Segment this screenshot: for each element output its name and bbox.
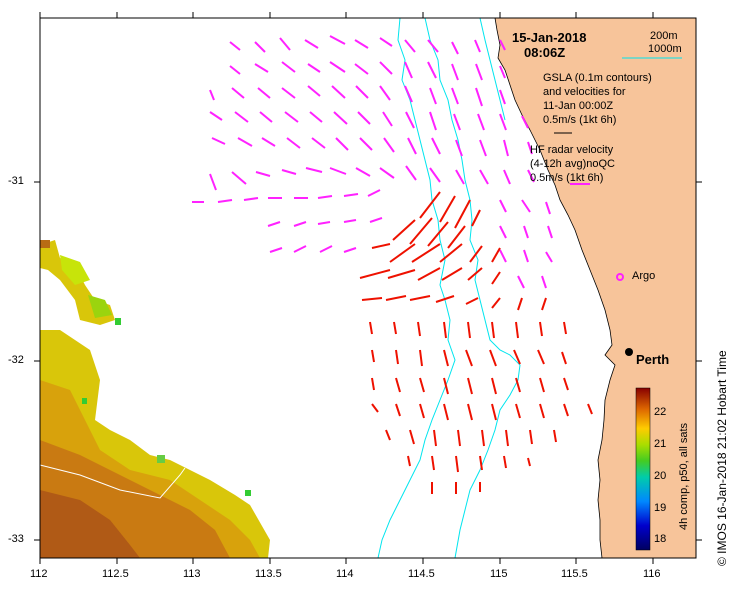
hf-radar-vectors <box>192 35 553 289</box>
x-tick-label: 115 <box>490 568 508 580</box>
map-date: 15-Jan-2018 <box>512 30 587 45</box>
gsla-legend-line3: 11-Jan 00:00Z <box>543 100 614 112</box>
contour-label-a: 200m <box>650 30 678 42</box>
colorbar-tick: 22 <box>654 406 667 418</box>
x-tick-label: 113 <box>183 568 201 580</box>
credit-text: © IMOS 16-Jan-2018 21:02 Hobart Time <box>715 350 729 566</box>
contour-label-b: 1000m <box>648 43 682 55</box>
gsla-legend-line2: and velocities for <box>543 86 626 98</box>
x-tick-label: 114.5 <box>408 568 435 580</box>
gsla-vectors <box>359 191 593 494</box>
plot-frame <box>39 17 697 559</box>
y-tick-label: -33 <box>8 533 24 545</box>
colorbar-tick: 19 <box>654 502 667 514</box>
x-tick-label: 112 <box>30 568 48 580</box>
colorbar-tick: 21 <box>654 438 667 450</box>
colorbar-tick: 20 <box>654 470 667 482</box>
gsla-scale: 0.5m/s (1kt 6h) <box>543 114 617 126</box>
hf-legend-line1: HF radar velocity <box>530 144 614 156</box>
sst-patch <box>39 240 270 558</box>
colorbar <box>635 387 651 551</box>
city-label: Perth <box>636 352 670 367</box>
colorbar-tick: 18 <box>654 533 667 545</box>
x-tick-label: 113.5 <box>255 568 282 580</box>
x-tick-label: 116 <box>643 568 661 580</box>
hf-legend-line2: (4-12h avg)noQC <box>530 158 615 170</box>
bathymetry-contours <box>377 17 521 559</box>
argo-label: Argo <box>632 270 656 282</box>
x-tick-label: 112.5 <box>102 568 129 580</box>
y-tick-label: -32 <box>8 354 24 366</box>
tick-marks <box>34 12 702 564</box>
gsla-legend-line1: GSLA (0.1m contours) <box>543 72 652 84</box>
x-tick-label: 114 <box>336 568 354 580</box>
x-tick-label: 115.5 <box>561 568 588 580</box>
map-time: 08:06Z <box>524 45 566 60</box>
hf-scale: 0.5m/s (1kt 6h) <box>530 172 604 184</box>
colorbar-title: 4h comp, p50, all sats <box>678 422 690 530</box>
city-marker <box>625 348 633 356</box>
argo-marker <box>616 273 624 281</box>
y-tick-label: -31 <box>8 175 24 187</box>
